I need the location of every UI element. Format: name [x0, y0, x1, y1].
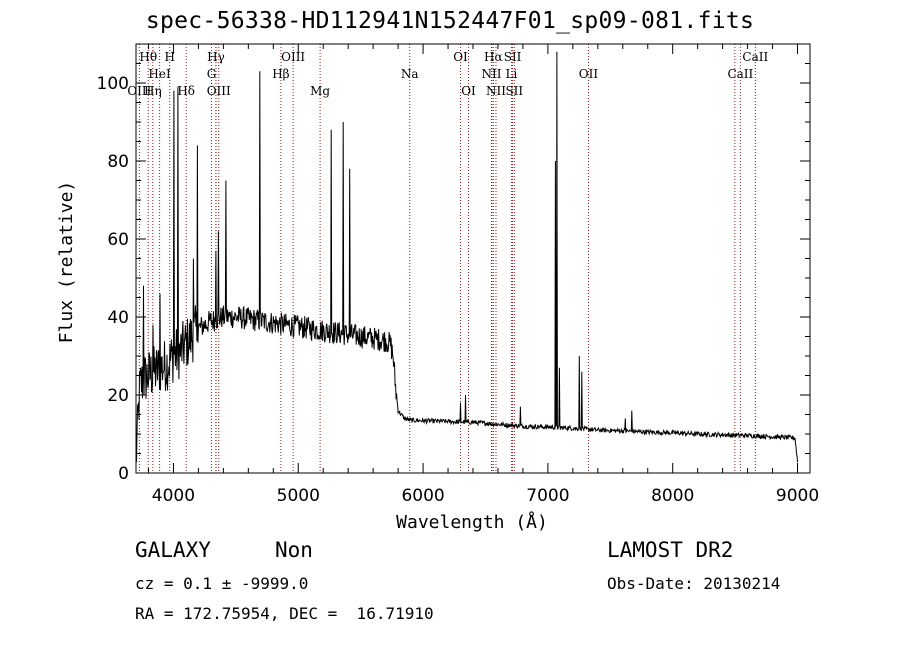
line-marker-label: OI	[461, 84, 476, 98]
chart-title: spec-56338-HD112941N152447F01_sp09-081.f…	[145, 8, 755, 34]
y-tick-label: 80	[107, 152, 129, 172]
survey-label: LAMOST DR2	[607, 538, 734, 562]
y-tick-label: 60	[107, 230, 129, 250]
coordinates-readout: RA = 172.75954, DEC = 16.71910	[135, 604, 434, 623]
y-tick-label: 40	[107, 308, 129, 328]
object-class: GALAXY	[135, 538, 211, 562]
line-marker-label: OIII	[127, 84, 151, 98]
line-marker-label: Li	[506, 67, 518, 81]
spectrum-series-line	[135, 51, 798, 463]
line-marker-label: OI	[453, 50, 468, 64]
x-axis-ticks: 4000 5000 6000 7000 8000 9000	[147, 44, 819, 506]
line-marker-label: Hη	[144, 84, 162, 98]
x-tick-label: 4000	[152, 486, 195, 506]
line-marker-label: SII	[504, 50, 522, 64]
line-marker-label: HeI	[148, 67, 171, 81]
line-marker-label: Hθ	[139, 50, 157, 64]
y-axis-label: Flux (relative)	[56, 181, 77, 344]
y-axis-ticks: 0 20 40 60 80 100	[97, 43, 810, 484]
line-marker-label: Hδ	[177, 84, 195, 98]
line-marker-label: CaII	[742, 50, 768, 64]
line-marker-label: Hβ	[272, 67, 289, 81]
line-marker-label: Hα	[484, 50, 503, 64]
line-marker-label: CaII	[727, 67, 753, 81]
line-marker-label: SII	[505, 84, 523, 98]
line-marker-label: NII	[481, 67, 501, 81]
x-tick-label: 5000	[277, 486, 320, 506]
line-marker-label: NII	[486, 84, 506, 98]
plot-frame	[135, 43, 811, 474]
y-tick-label: 20	[107, 386, 129, 406]
y-tick-label: 100	[97, 74, 129, 94]
x-tick-label: 9000	[776, 486, 819, 506]
obs-date: Obs-Date: 20130214	[607, 574, 781, 593]
line-marker-label: H	[164, 50, 174, 64]
x-axis-label: Wavelength (Å)	[396, 511, 548, 533]
object-subclass: Non	[275, 538, 313, 562]
line-marker-label: Hγ	[207, 50, 225, 64]
line-marker-label: OIII	[281, 50, 305, 64]
y-tick-label: 0	[118, 464, 129, 484]
line-marker-label: OIII	[207, 84, 231, 98]
line-marker-label: OII	[579, 67, 599, 81]
x-tick-label: 6000	[401, 486, 444, 506]
line-marker-label: Na	[401, 67, 419, 81]
x-tick-label: 8000	[651, 486, 694, 506]
redshift-readout: cz = 0.1 ± -9999.0	[135, 574, 309, 593]
line-marker-label: G	[207, 67, 217, 81]
line-marker-label: Mg	[310, 84, 330, 98]
x-tick-label: 7000	[526, 486, 569, 506]
